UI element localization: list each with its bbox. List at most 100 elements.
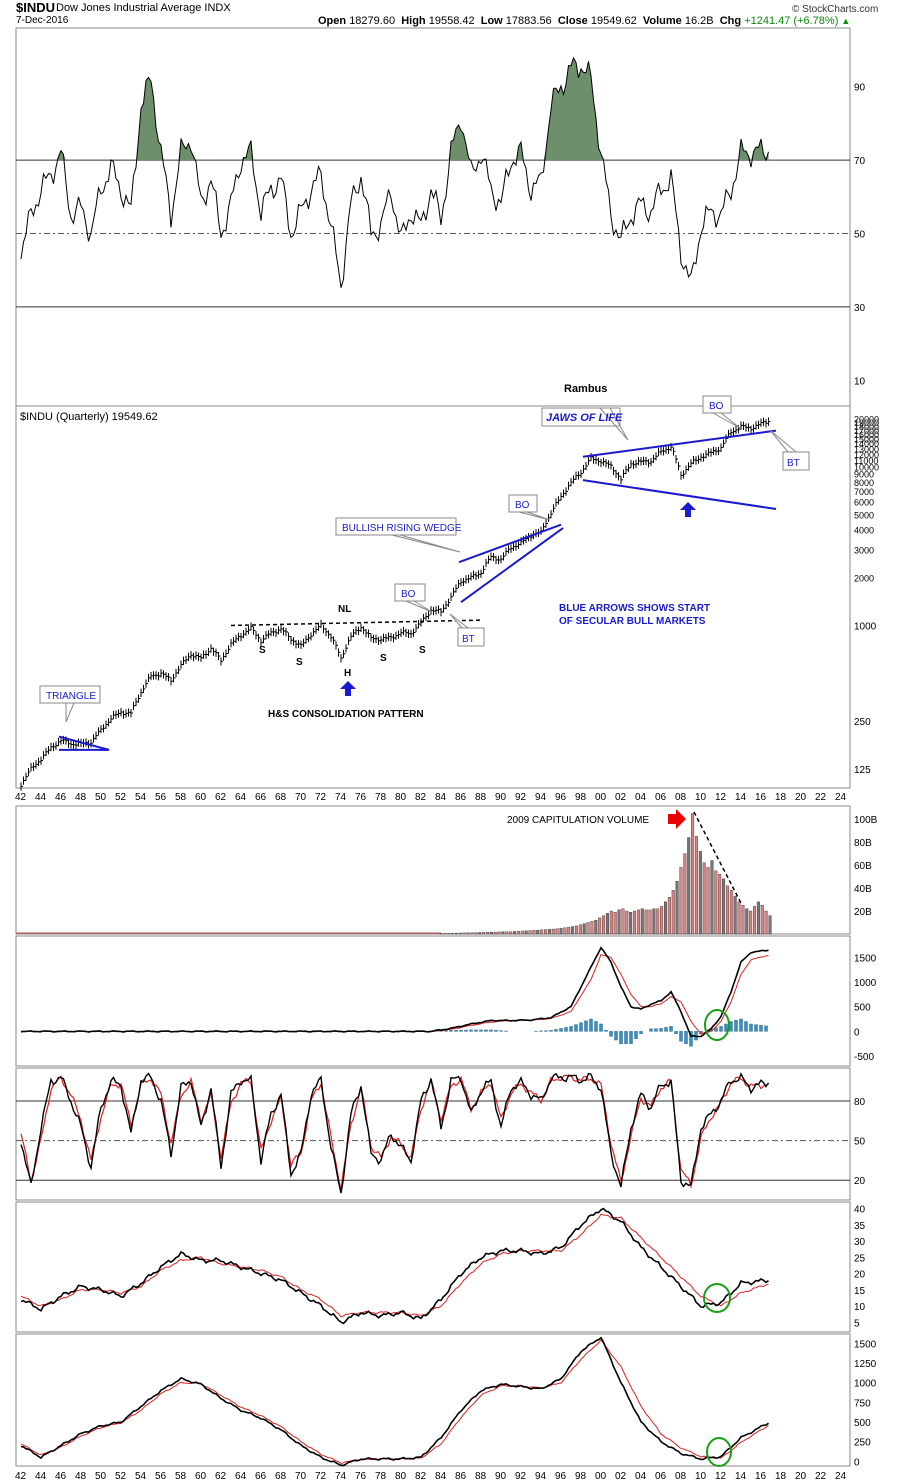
chg-value: +1241.47 (+6.78%) <box>744 15 839 27</box>
macd-histogram-bar <box>459 1029 463 1032</box>
chart-name: Dow Jones Industrial Average INDX <box>56 2 231 14</box>
bottom-x-tick-94: 94 <box>535 1471 547 1482</box>
adx-tick-4: 20 <box>854 1270 866 1281</box>
volume-bar <box>563 927 567 935</box>
macd-histogram-bar <box>574 1024 578 1032</box>
volume-bar <box>629 911 633 935</box>
volume-tick-1: 80B <box>854 838 872 849</box>
macd-histogram-bar <box>759 1025 763 1032</box>
volume-value: 16.2B <box>684 15 714 27</box>
x-tick-46: 46 <box>55 792 67 803</box>
adx-tick-3: 25 <box>854 1253 866 1264</box>
x-tick-16: 16 <box>755 792 767 803</box>
x-tick-88: 88 <box>475 792 487 803</box>
stoch-tick-0: 80 <box>854 1097 866 1108</box>
bo2-label: BO <box>515 500 530 511</box>
hs-pattern-label: H&S CONSOLIDATION PATTERN <box>268 709 424 720</box>
x-tick-06: 06 <box>655 792 667 803</box>
macd-histogram-bar <box>484 1029 488 1032</box>
volume-bar <box>698 851 702 935</box>
triangle-label: TRIANGLE <box>46 691 96 702</box>
macd-histogram-bar <box>649 1028 653 1032</box>
x-tick-94: 94 <box>535 792 547 803</box>
macd-histogram-bar <box>749 1023 753 1032</box>
bo3-label-box <box>702 395 741 429</box>
bottom-x-tick-08: 08 <box>675 1471 687 1482</box>
bottom-x-tick-20: 20 <box>795 1471 807 1482</box>
volume-bar <box>513 931 517 935</box>
volume-bar <box>571 926 575 935</box>
volume-bar <box>505 931 509 935</box>
macd-histogram-bar <box>614 1031 618 1041</box>
jaws-lower-line <box>582 479 777 510</box>
stockcharts-credit: © StockCharts.com <box>792 4 879 15</box>
macd-line <box>20 946 769 1038</box>
x-tick-68: 68 <box>275 792 287 803</box>
bottom-x-tick-44: 44 <box>35 1471 47 1482</box>
macd-histogram-bar <box>624 1031 628 1044</box>
volume-bar <box>687 837 691 935</box>
price-tick-4: 3000 <box>854 546 874 556</box>
volume-bar <box>594 920 598 935</box>
x-tick-56: 56 <box>155 792 167 803</box>
volume-bar <box>590 921 594 935</box>
wedge-lower-line <box>460 527 564 604</box>
macd-histogram-bar <box>724 1023 728 1032</box>
macd-histogram-bar <box>679 1031 683 1042</box>
volume-bar <box>466 932 470 935</box>
macd-histogram-bar <box>559 1028 563 1032</box>
bo3-label: BO <box>709 401 724 412</box>
adx-tick-5: 15 <box>854 1286 866 1297</box>
x-tick-78: 78 <box>375 792 387 803</box>
low-label: Low <box>480 15 503 27</box>
stoch-tick-2: 20 <box>854 1176 866 1187</box>
macd-histogram-bar <box>599 1023 603 1032</box>
adx-tick-7: 5 <box>854 1318 860 1329</box>
jaws-label: JAWS OF LIFE <box>546 412 623 424</box>
volume-bar <box>578 924 582 935</box>
macd-histogram-bar <box>659 1028 663 1032</box>
volume-bar <box>679 867 683 935</box>
x-tick-42: 42 <box>15 792 27 803</box>
volume-bar <box>489 931 493 935</box>
volume-bar <box>663 901 667 935</box>
volume-bar <box>540 929 544 935</box>
chart-symbol: $INDU <box>16 0 56 15</box>
osc-tick-4: 500 <box>854 1418 871 1429</box>
macd-tick-0: 1500 <box>854 953 877 964</box>
macd-histogram-bar <box>684 1031 688 1044</box>
macd-series-group <box>20 946 769 1047</box>
macd-histogram-bar <box>579 1022 583 1032</box>
volume-bar <box>760 905 764 935</box>
x-tick-76: 76 <box>355 792 367 803</box>
volume-bar <box>656 908 660 935</box>
macd-histogram-bar <box>689 1031 693 1047</box>
volume-bar <box>516 931 520 935</box>
volume-bar <box>458 932 462 935</box>
volume-bar <box>497 931 501 935</box>
rsi-tick-0: 90 <box>854 83 866 94</box>
volume-bar <box>520 930 524 935</box>
volume-bar <box>454 932 458 935</box>
bottom-x-tick-50: 50 <box>95 1471 107 1482</box>
macd-histogram-bar <box>634 1031 638 1039</box>
osc-tick-1: 1250 <box>854 1359 877 1370</box>
price-tick-10: 9000 <box>854 470 874 480</box>
bottom-x-tick-48: 48 <box>75 1471 87 1482</box>
macd-histogram-bar <box>734 1020 738 1032</box>
neckline-label: NL <box>338 604 351 615</box>
stoch-tick-1: 50 <box>854 1137 866 1148</box>
macd-histogram-bar <box>664 1027 668 1032</box>
bottom-x-tick-12: 12 <box>715 1471 727 1482</box>
macd-histogram-bar <box>569 1026 573 1032</box>
adx-cross-circle <box>703 1283 731 1313</box>
price-tick-11: 10000 <box>854 462 879 472</box>
bottom-x-tick-82: 82 <box>415 1471 427 1482</box>
volume-bar <box>671 890 675 935</box>
volume-bar <box>551 928 555 935</box>
volume-bar <box>741 905 745 935</box>
adx-tick-6: 10 <box>854 1302 866 1313</box>
rsi-series-group <box>20 56 769 288</box>
bull-arrow-2009-icon <box>680 502 696 517</box>
wedge-upper-line <box>458 523 562 564</box>
